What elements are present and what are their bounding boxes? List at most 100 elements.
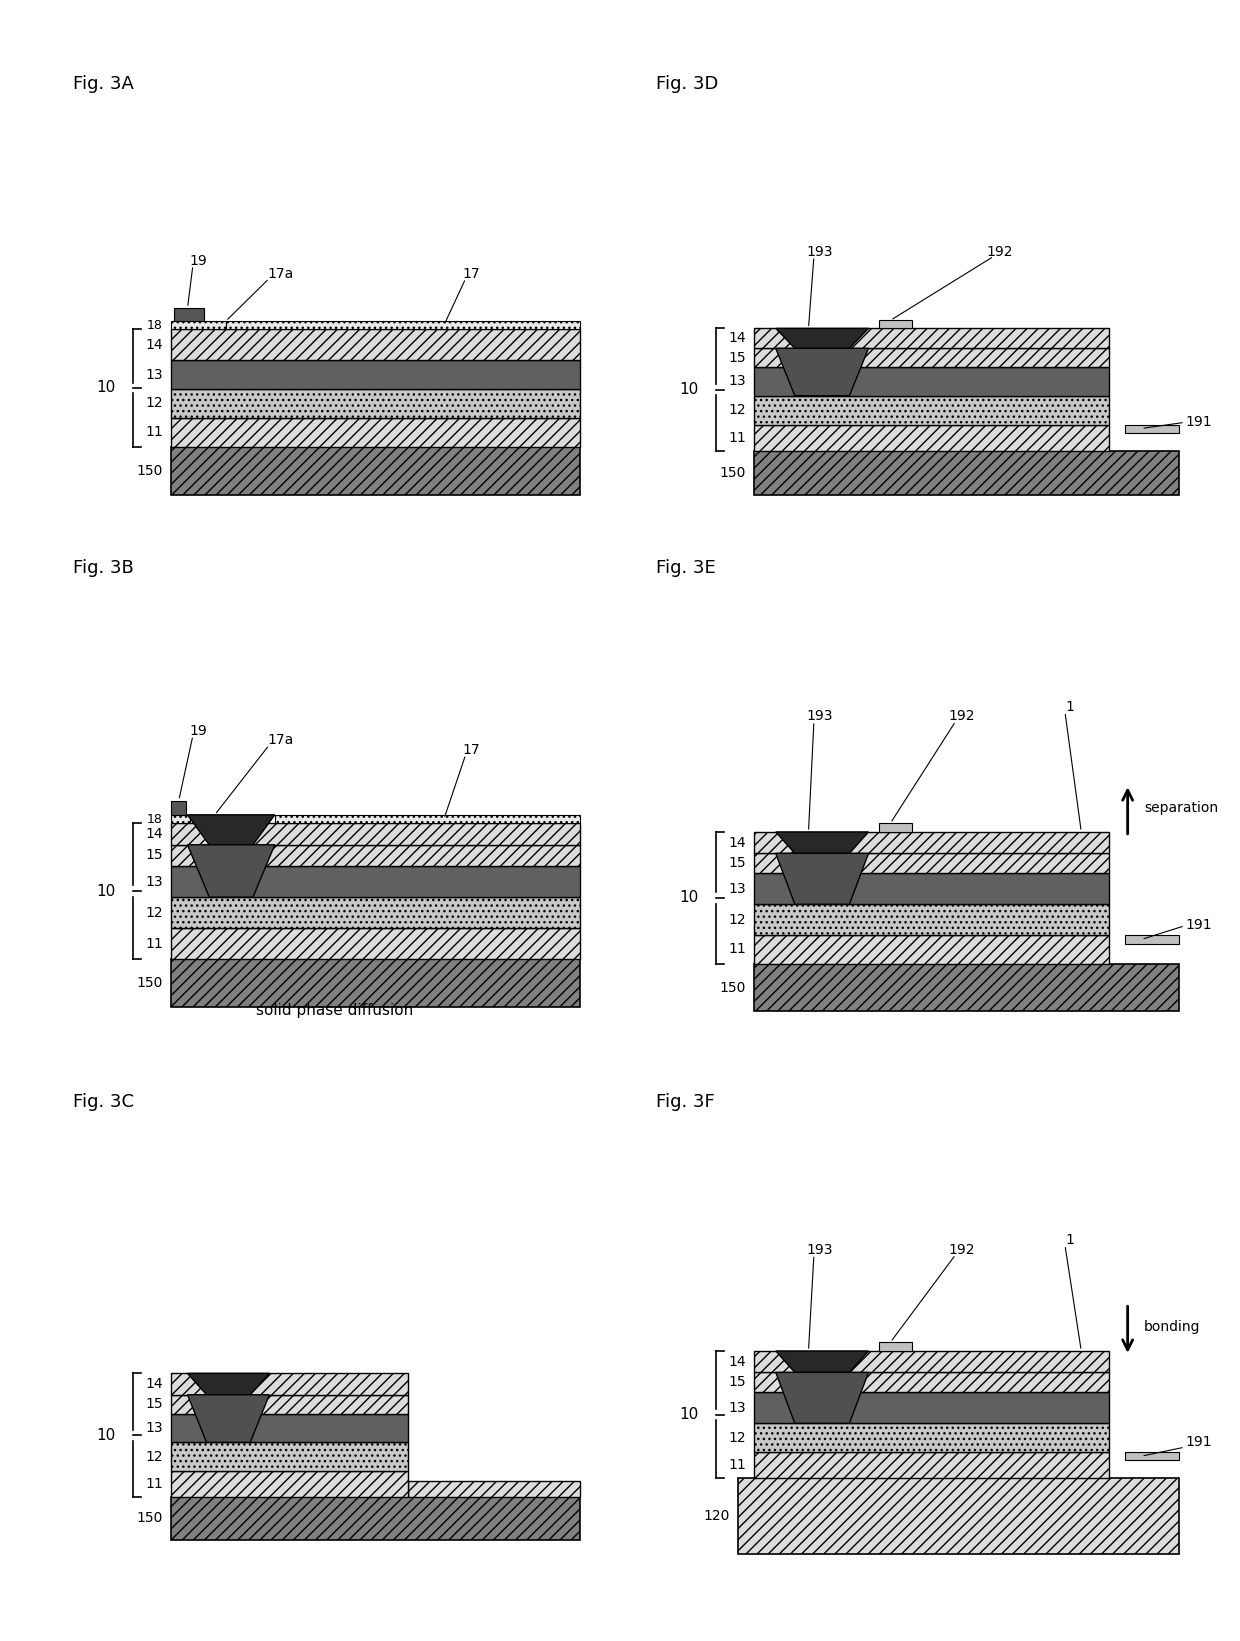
- Bar: [174, 309, 203, 322]
- Bar: [754, 832, 1109, 853]
- Bar: [754, 348, 1109, 368]
- Text: 17a: 17a: [267, 734, 294, 747]
- Bar: [171, 446, 580, 496]
- Text: 19: 19: [190, 724, 207, 737]
- Bar: [171, 801, 186, 816]
- Text: 15: 15: [145, 848, 162, 863]
- Bar: [171, 418, 580, 446]
- Bar: [1125, 425, 1179, 433]
- Text: 150: 150: [719, 981, 745, 994]
- Text: 193: 193: [806, 1242, 832, 1257]
- Text: Fig. 3E: Fig. 3E: [656, 560, 715, 578]
- Polygon shape: [776, 328, 868, 348]
- Text: 17: 17: [463, 743, 480, 757]
- Text: 193: 193: [806, 709, 832, 724]
- Text: 192: 192: [986, 245, 1013, 259]
- Text: 192: 192: [949, 709, 975, 724]
- Polygon shape: [187, 816, 275, 845]
- Text: 11: 11: [145, 937, 162, 950]
- Text: separation: separation: [1145, 801, 1218, 816]
- Text: 15: 15: [728, 351, 745, 364]
- Bar: [171, 816, 190, 824]
- Bar: [754, 963, 1179, 1011]
- Bar: [754, 1452, 1109, 1479]
- Text: 12: 12: [728, 912, 745, 927]
- Bar: [171, 389, 580, 418]
- Text: 17a: 17a: [267, 267, 294, 281]
- Text: 12: 12: [728, 404, 745, 417]
- Bar: [754, 395, 1109, 425]
- Bar: [171, 1442, 408, 1470]
- Bar: [754, 873, 1109, 904]
- Text: 13: 13: [728, 1401, 745, 1415]
- Text: 14: 14: [728, 1355, 745, 1369]
- Bar: [171, 958, 580, 1006]
- Text: 12: 12: [728, 1431, 745, 1444]
- Text: 191: 191: [1185, 1436, 1211, 1449]
- Bar: [171, 1497, 580, 1539]
- Bar: [171, 1470, 408, 1497]
- Text: Fig. 3A: Fig. 3A: [73, 74, 134, 92]
- Text: bonding: bonding: [1145, 1321, 1200, 1334]
- Text: 11: 11: [145, 1477, 162, 1492]
- Text: 11: 11: [728, 942, 745, 957]
- Text: 15: 15: [728, 1375, 745, 1390]
- Text: 17: 17: [463, 267, 480, 281]
- Bar: [1125, 935, 1179, 944]
- Bar: [879, 320, 913, 328]
- Polygon shape: [187, 845, 275, 898]
- Bar: [754, 1372, 1109, 1392]
- Bar: [408, 1482, 580, 1497]
- Bar: [754, 368, 1109, 395]
- Text: 1: 1: [1066, 1232, 1075, 1247]
- Text: 12: 12: [145, 906, 162, 919]
- Text: 13: 13: [728, 881, 745, 896]
- Text: 11: 11: [728, 432, 745, 445]
- Text: 14: 14: [728, 835, 745, 850]
- Text: 191: 191: [1185, 415, 1211, 428]
- Bar: [171, 1395, 408, 1415]
- Text: 150: 150: [719, 466, 745, 481]
- Text: 150: 150: [136, 464, 162, 478]
- Text: 12: 12: [145, 397, 162, 410]
- Text: 18: 18: [148, 812, 162, 825]
- Polygon shape: [776, 832, 868, 853]
- Bar: [171, 330, 580, 361]
- Text: 13: 13: [728, 374, 745, 389]
- Bar: [171, 824, 580, 845]
- Text: 10: 10: [95, 884, 115, 899]
- Bar: [754, 451, 1179, 496]
- Bar: [754, 1351, 1109, 1372]
- Text: 15: 15: [728, 857, 745, 870]
- Bar: [171, 929, 580, 958]
- Polygon shape: [776, 348, 868, 395]
- Text: 14: 14: [145, 827, 162, 842]
- Text: 15: 15: [145, 1396, 162, 1411]
- Text: 191: 191: [1185, 919, 1211, 932]
- Bar: [171, 1415, 408, 1442]
- Bar: [879, 824, 913, 832]
- Text: Fig. 3D: Fig. 3D: [656, 74, 718, 92]
- Bar: [171, 866, 580, 898]
- Bar: [1125, 1452, 1179, 1460]
- Text: 11: 11: [145, 425, 162, 440]
- Text: 19: 19: [190, 254, 207, 267]
- Bar: [754, 1423, 1109, 1452]
- Bar: [171, 898, 580, 929]
- Bar: [754, 425, 1109, 451]
- Text: 18: 18: [148, 318, 162, 331]
- Bar: [754, 328, 1109, 348]
- Text: Fig. 3C: Fig. 3C: [73, 1093, 134, 1111]
- Bar: [754, 853, 1109, 873]
- Text: solid phase diffusion: solid phase diffusion: [257, 1004, 413, 1019]
- Polygon shape: [776, 1372, 868, 1423]
- Text: 1: 1: [1066, 699, 1075, 714]
- Text: 14: 14: [728, 331, 745, 345]
- Text: 150: 150: [136, 976, 162, 990]
- Polygon shape: [187, 1374, 269, 1395]
- Bar: [754, 904, 1109, 935]
- Text: 193: 193: [806, 245, 832, 259]
- Text: Fig. 3B: Fig. 3B: [73, 560, 134, 578]
- Bar: [171, 361, 580, 389]
- Text: 14: 14: [145, 1377, 162, 1392]
